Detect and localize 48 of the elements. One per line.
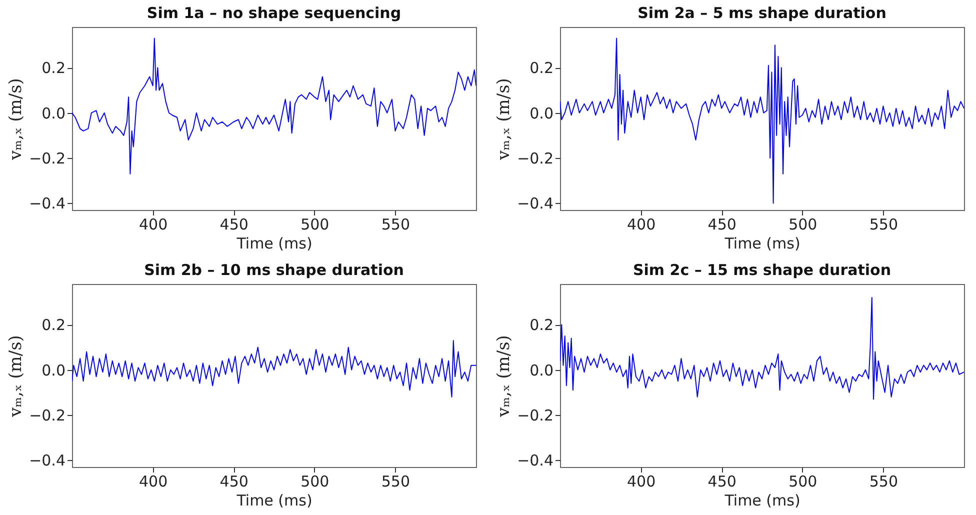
chart-title: Sim 2a – 5 ms shape duration	[638, 4, 886, 22]
y-tick-label: 0.2	[530, 59, 554, 78]
y-tick-label: −0.2	[29, 150, 66, 168]
line-series	[560, 38, 964, 204]
chart-title: Sim 2b – 10 ms shape duration	[144, 261, 404, 279]
chart-title: Sim 1a – no shape sequencing	[146, 4, 402, 22]
x-axis-title: Time (ms)	[236, 234, 312, 252]
y-tick-label: 0.0	[530, 361, 554, 380]
y-tick-label: 0.2	[530, 316, 554, 334]
y-tick-label: −0.2	[29, 406, 66, 425]
x-tick-label: 500	[788, 472, 818, 490]
x-tick-label: 500	[788, 216, 818, 234]
y-axis-title: vₘ,ₓ (m/s)	[6, 78, 26, 161]
x-tick-label: 500	[300, 472, 330, 490]
line-series	[72, 38, 476, 174]
y-tick-label: 0.0	[42, 104, 66, 122]
y-tick-label: −0.2	[517, 406, 554, 425]
x-tick-label: 450	[708, 472, 736, 490]
y-axis-title: vₘ,ₓ (m/s)	[494, 335, 514, 418]
chart-title: Sim 2c – 15 ms shape duration	[632, 261, 892, 279]
y-tick-label: 0.2	[42, 316, 66, 334]
x-tick-label: 400	[626, 216, 656, 234]
y-tick-label: −0.4	[517, 194, 554, 213]
y-axis-title: vₘ,ₓ (m/s)	[6, 335, 26, 418]
x-tick-label: 550	[869, 216, 898, 234]
y-tick-label: −0.4	[517, 452, 554, 470]
x-tick-label: 450	[708, 216, 736, 234]
x-tick-label: 400	[138, 472, 168, 490]
x-axis-title: Time (ms)	[236, 492, 312, 510]
line-series	[72, 340, 476, 398]
y-tick-label: 0.2	[42, 59, 66, 78]
x-axis-title: Time (ms)	[724, 234, 800, 252]
y-tick-label: −0.4	[29, 452, 66, 470]
y-tick-label: 0.0	[530, 104, 554, 122]
y-tick-label: −0.4	[29, 194, 66, 213]
y-tick-label: 0.0	[42, 361, 66, 380]
x-axis-title: Time (ms)	[724, 492, 800, 510]
x-tick-label: 550	[869, 472, 898, 490]
x-tick-label: 450	[220, 216, 248, 234]
x-tick-label: 550	[381, 216, 410, 234]
x-tick-label: 550	[381, 472, 410, 490]
x-tick-label: 400	[138, 216, 168, 234]
x-tick-label: 500	[300, 216, 330, 234]
x-tick-label: 450	[220, 472, 248, 490]
y-tick-label: −0.2	[517, 150, 554, 168]
x-tick-label: 400	[626, 472, 656, 490]
y-axis-title: vₘ,ₓ (m/s)	[494, 78, 514, 161]
line-series	[560, 297, 964, 400]
